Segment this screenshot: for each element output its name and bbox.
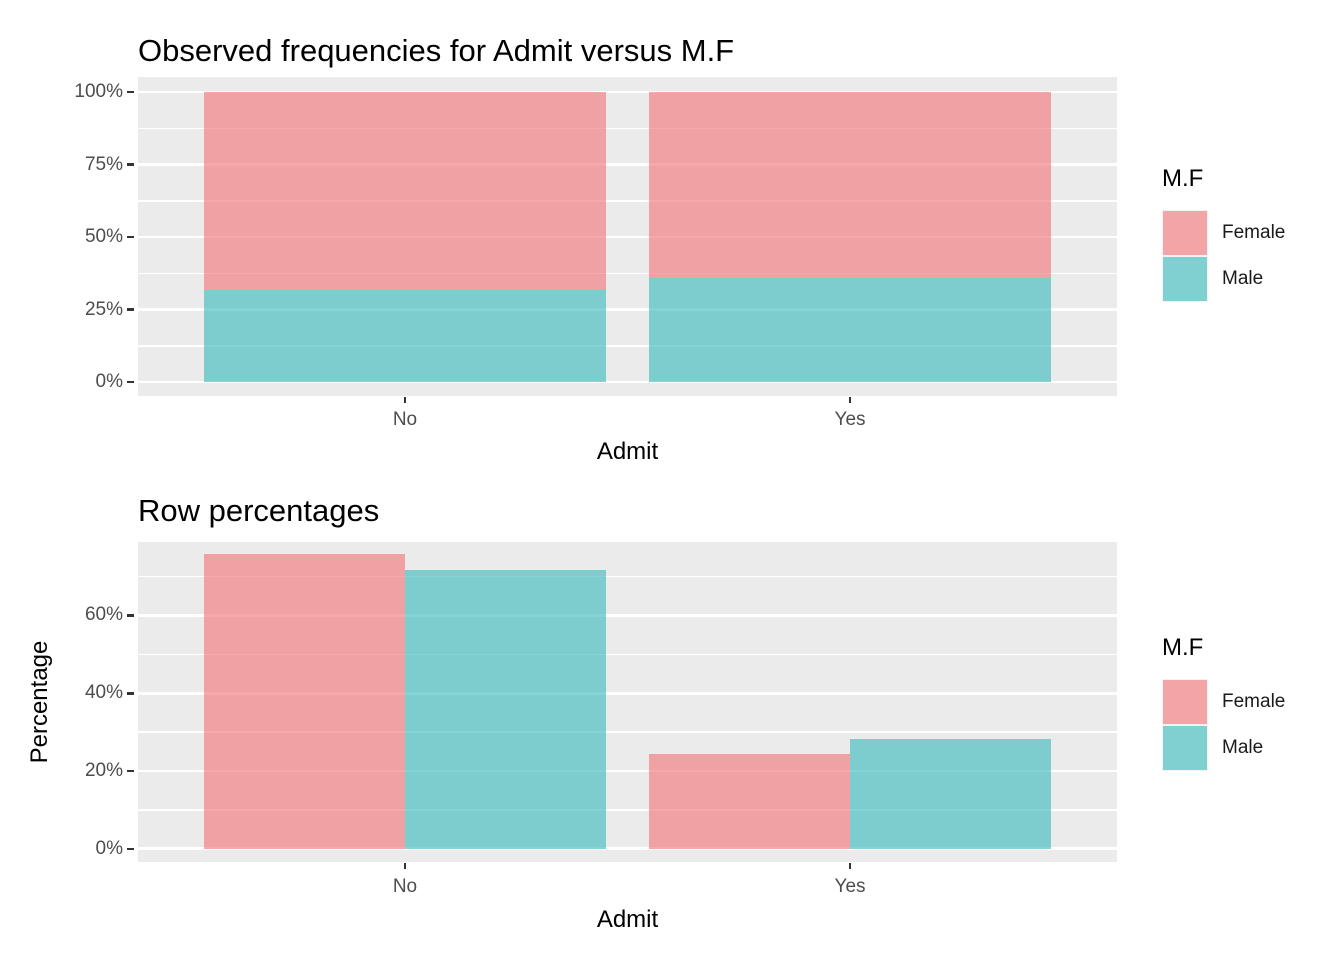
gridline-major <box>138 380 1117 384</box>
bar-female-no <box>203 554 405 849</box>
legend-key-row: Female <box>1162 679 1344 725</box>
y-tick-label: 0% <box>95 371 123 393</box>
gridline-major <box>138 308 1117 311</box>
y-tick-mark <box>127 380 134 384</box>
legend-swatch-female <box>1163 211 1207 255</box>
gridline-major <box>138 691 1117 695</box>
legend-key-male <box>1162 256 1208 302</box>
x-tick-label: Yes <box>834 876 866 897</box>
gridline-minor <box>138 809 1117 811</box>
legend-label: Female <box>1222 222 1286 243</box>
y-tick-mark <box>127 769 134 773</box>
plot-title: Row percentages <box>138 493 380 528</box>
gridline-minor <box>138 200 1117 202</box>
legend-swatch-male <box>1163 726 1207 770</box>
plot-panel <box>138 542 1117 862</box>
y-tick-mark <box>127 614 134 617</box>
y-tick-label: 40% <box>84 682 123 704</box>
gridline-minor <box>138 127 1117 130</box>
legend-swatch-male <box>1163 257 1207 301</box>
x-tick-mark <box>403 863 407 869</box>
y-tick-label: 100% <box>74 81 123 103</box>
bar-female-yes <box>649 754 851 849</box>
bar-segment-male-no <box>203 289 606 383</box>
gridline-minor <box>138 272 1117 275</box>
legend: M.F Female Male <box>1162 633 1344 771</box>
legend-title: M.F <box>1162 165 1204 192</box>
x-tick-label: No <box>392 876 418 897</box>
x-axis-title: Admit <box>596 438 659 465</box>
x-tick-mark <box>848 397 852 403</box>
x-tick-mark <box>403 397 407 403</box>
y-tick-mark <box>127 308 134 311</box>
y-tick-label: 75% <box>84 153 123 175</box>
legend-key-row: Female <box>1162 210 1344 256</box>
y-tick-mark <box>127 90 134 94</box>
legend-key-female <box>1162 210 1208 256</box>
x-axis-title: Admit <box>596 906 659 933</box>
gridline-minor <box>138 653 1117 656</box>
y-tick-label: 50% <box>84 226 123 248</box>
gridline-major <box>138 90 1117 94</box>
plot-title: Observed frequencies for Admit versus M.… <box>138 33 735 68</box>
bar-male-no <box>404 569 606 849</box>
x-tick-mark <box>848 863 852 869</box>
bar-segment-female-no <box>203 92 606 290</box>
y-tick-label: 0% <box>95 837 123 859</box>
legend-swatch-female <box>1163 680 1207 724</box>
gridline-major <box>138 235 1117 239</box>
bar-male-yes <box>850 739 1051 849</box>
plot-panel <box>138 77 1117 396</box>
legend-label: Female <box>1222 691 1286 712</box>
x-tick-label: Yes <box>834 409 866 430</box>
legend: M.F Female Male <box>1162 164 1344 302</box>
y-tick-label: 20% <box>84 760 123 782</box>
legend-title: M.F <box>1162 634 1204 661</box>
gridline-minor <box>138 575 1117 578</box>
legend-key-row: Male <box>1162 256 1344 302</box>
y-tick-label: 60% <box>84 604 123 626</box>
legend-key-row: Male <box>1162 725 1344 771</box>
bar-segment-female-yes <box>649 92 1051 278</box>
y-tick-mark <box>127 163 134 166</box>
y-tick-mark <box>127 847 134 851</box>
legend-key-male <box>1162 725 1208 771</box>
legend-key-female <box>1162 679 1208 725</box>
gridline-major <box>138 614 1117 617</box>
bar-segment-male-yes <box>649 277 1051 383</box>
gridline-major <box>138 163 1117 166</box>
legend-label: Male <box>1222 737 1264 758</box>
gridline-minor <box>138 345 1117 347</box>
legend-label: Male <box>1222 268 1264 289</box>
gridline-major <box>138 769 1117 773</box>
gridline-major <box>138 847 1117 851</box>
y-tick-label: 25% <box>84 298 123 320</box>
gridline-minor <box>138 731 1117 733</box>
y-tick-mark <box>127 692 134 695</box>
y-tick-mark <box>127 235 134 239</box>
x-tick-label: No <box>392 409 418 430</box>
